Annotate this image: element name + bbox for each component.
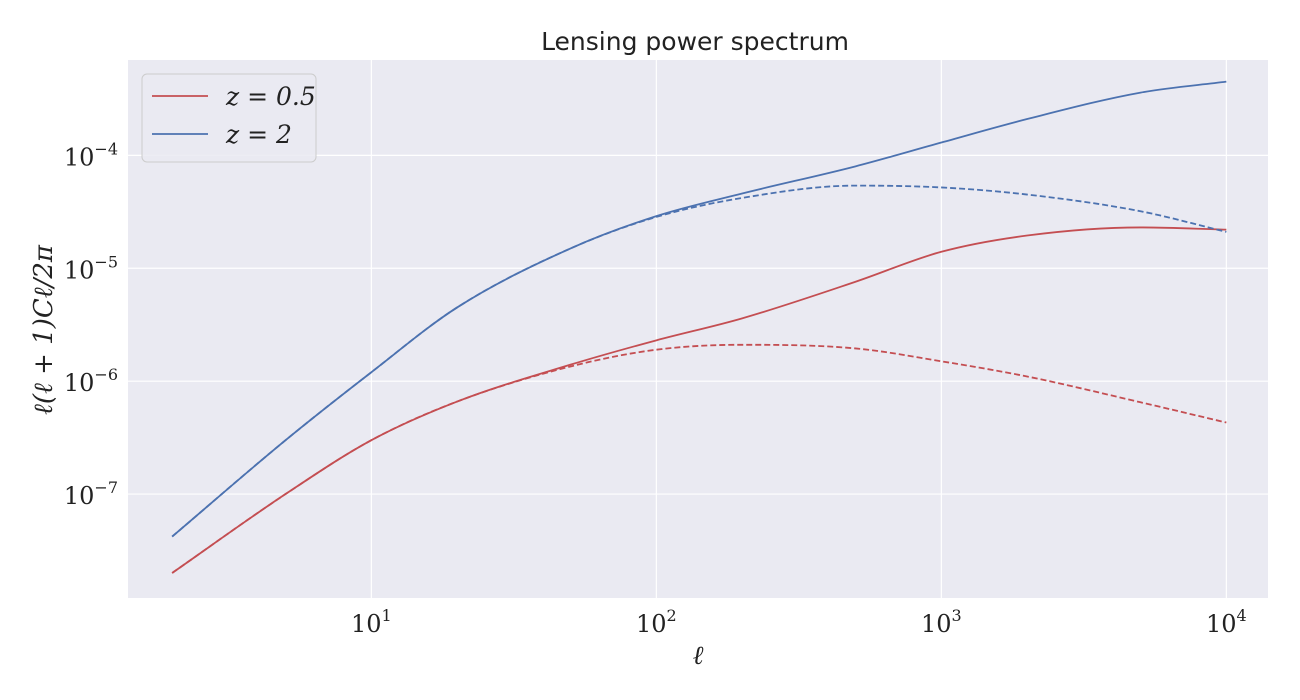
x-tick-label: 103 [921,606,962,638]
series-lines [171,80,1227,574]
series-line-dashed [171,343,1227,574]
x-tick-label: 102 [636,606,677,638]
legend: z = 0.5 z = 2 [141,73,317,163]
series-line-solid [171,80,1227,538]
y-tick-label: 10−4 [64,139,118,171]
x-tick-label: 101 [351,606,392,638]
y-tick-label: 10−7 [64,478,118,510]
x-tick-labels: 101 102 103 104 [351,606,1247,638]
grid [128,60,1268,598]
legend-label: z = 0.5 [225,82,316,111]
legend-label: z = 2 [225,120,292,149]
x-axis-label: ℓ [693,641,704,671]
y-axis-label: ℓ(ℓ + 1)Cℓ/2π [29,244,59,415]
series-line-dashed [171,184,1227,538]
chart-title: Lensing power spectrum [541,27,849,56]
y-tick-labels: 10−7 10−6 10−5 10−4 [64,139,118,510]
y-tick-label: 10−6 [64,365,118,397]
x-tick-label: 104 [1206,606,1247,638]
y-tick-label: 10−5 [64,252,118,284]
